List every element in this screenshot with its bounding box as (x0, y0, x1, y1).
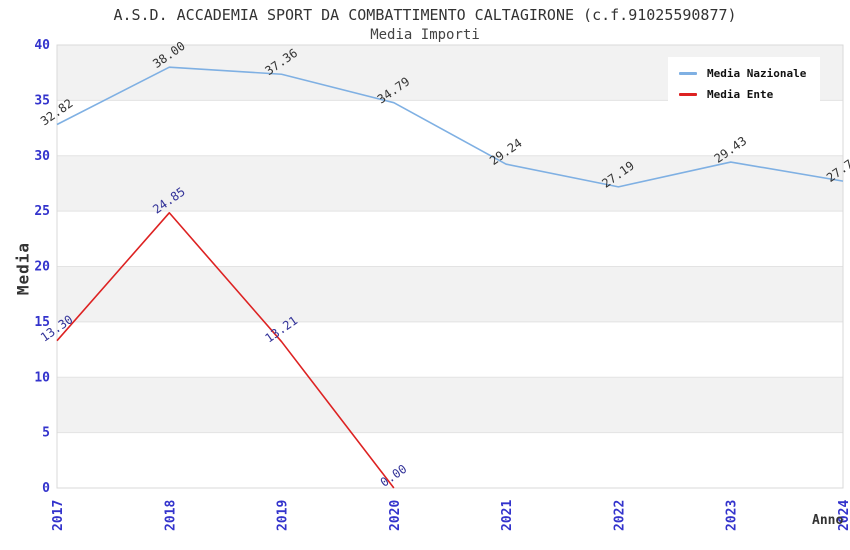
plot-band (57, 266, 843, 322)
legend-item-media-nazionale: Media Nazionale (679, 67, 806, 80)
plot-band (57, 155, 843, 212)
legend-label-media-nazionale: Media Nazionale (707, 67, 807, 80)
legend-label-media-ente: Media Ente (707, 88, 774, 101)
plot-border (56, 44, 844, 489)
chart-subtitle: Media Importi (370, 27, 480, 43)
x-tick-label: 2019 (276, 500, 291, 531)
x-tick-label: 2024 (837, 500, 850, 531)
y-tick-label: 40 (34, 38, 50, 53)
y-axis-label: Media (13, 241, 33, 296)
x-tick-label: 2023 (725, 500, 740, 531)
series-line-media-nazionale (56, 66, 844, 188)
x-tick-label: 2020 (388, 500, 403, 531)
point-label: 0.00 (378, 462, 410, 490)
x-tick-label: 2017 (51, 500, 66, 531)
x-tick-label: 2018 (163, 500, 178, 531)
y-tick-label: 10 (34, 370, 50, 385)
legend-swatch-media-ente-icon (679, 93, 697, 96)
plot-band (57, 377, 843, 433)
y-tick-label: 15 (34, 315, 50, 330)
y-tick-label: 20 (34, 260, 50, 275)
y-tick-label: 30 (34, 149, 50, 164)
x-axis-label: Anno (812, 513, 844, 528)
legend-item-media-ente: Media Ente (679, 88, 806, 101)
y-tick-label: 0 (42, 481, 50, 496)
y-tick-label: 35 (34, 93, 50, 108)
y-tick-label: 25 (34, 204, 50, 219)
chart-title: A.S.D. ACCADEMIA SPORT DA COMBATTIMENTO … (113, 6, 737, 24)
x-tick-label: 2022 (612, 500, 627, 531)
legend-swatch-media-nazionale-icon (679, 72, 697, 75)
series-line-media-ente (56, 211, 395, 489)
legend: Media Nazionale Media Ente (668, 57, 821, 111)
x-tick-label: 2021 (500, 500, 515, 531)
y-tick-label: 5 (42, 426, 50, 441)
